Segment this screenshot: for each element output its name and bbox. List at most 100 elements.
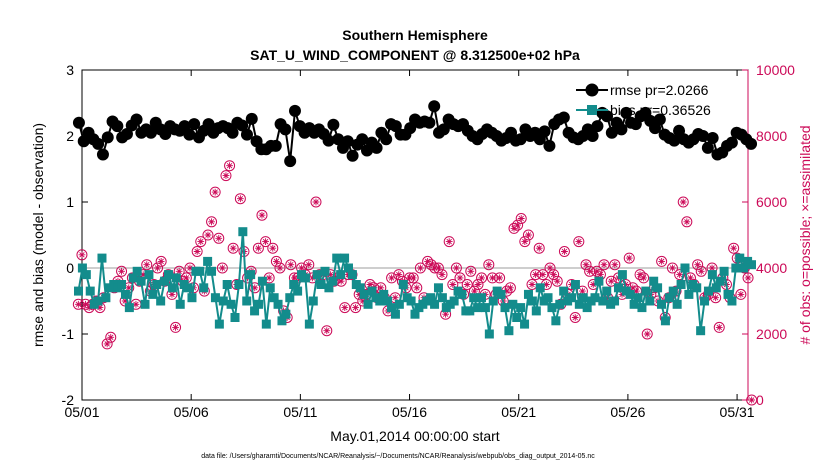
obs-possible-circle xyxy=(425,259,437,271)
bias-point xyxy=(285,293,295,303)
obs-assimilated-cross xyxy=(272,258,280,265)
obs-assimilated-cross xyxy=(323,327,331,335)
bias-point xyxy=(512,313,522,322)
obs-count-marker xyxy=(220,170,232,182)
rmse-point xyxy=(370,141,383,154)
rmse-point xyxy=(428,100,441,113)
bias-point xyxy=(308,296,318,306)
bias-point xyxy=(574,299,584,309)
obs-assimilated-cross xyxy=(186,264,194,272)
obs-count-marker xyxy=(116,265,128,277)
bias-point xyxy=(680,263,690,273)
obs-possible-circle xyxy=(533,242,545,254)
bias-point xyxy=(85,286,95,296)
x-tick-label: 05/06 xyxy=(174,404,209,420)
bias-point xyxy=(101,293,111,303)
obs-assimilated-cross xyxy=(579,287,586,295)
bias-point xyxy=(531,306,541,316)
obs-count-marker xyxy=(202,229,214,241)
obs-assimilated-cross xyxy=(204,231,212,239)
obs-count-marker xyxy=(569,312,581,323)
obs-assimilated-cross xyxy=(305,261,313,269)
y-tick-label: -1 xyxy=(62,326,75,342)
rmse-point xyxy=(605,126,618,139)
bias-point xyxy=(340,253,350,263)
obs-assimilated-cross xyxy=(287,261,295,269)
bias-point xyxy=(465,306,475,316)
obs-count-marker xyxy=(656,255,668,267)
obs-possible-circle xyxy=(101,338,113,350)
obs-assimilated-cross xyxy=(211,188,219,196)
bias-point xyxy=(700,296,710,306)
obs-possible-circle xyxy=(634,269,646,281)
obs-possible-circle xyxy=(256,209,268,221)
rmse-point xyxy=(706,131,719,144)
bias-point xyxy=(559,286,569,296)
obs-assimilated-cross xyxy=(589,281,597,288)
obs-assimilated-cross xyxy=(431,264,439,272)
obs-possible-circle xyxy=(454,272,466,284)
rmse-point xyxy=(380,133,393,146)
obs-count-marker xyxy=(519,236,531,248)
y2-tick-label: 6000 xyxy=(756,194,787,210)
bias-point xyxy=(660,316,670,326)
bias-point xyxy=(73,286,83,296)
obs-count-marker xyxy=(252,242,264,254)
bias-point xyxy=(117,280,127,289)
obs-count-marker xyxy=(623,252,635,264)
bias-point xyxy=(707,270,717,280)
bias-point xyxy=(261,319,271,329)
obs-assimilated-cross xyxy=(694,261,702,269)
obs-count-marker xyxy=(350,302,362,314)
obs-count-marker xyxy=(638,272,650,284)
obs-count-marker xyxy=(411,282,423,294)
rmse-point xyxy=(668,134,681,147)
bias-point xyxy=(527,296,537,306)
rmse-point xyxy=(346,149,359,162)
obs-count-marker xyxy=(450,262,462,274)
obs-assimilated-cross xyxy=(435,264,442,272)
obs-count-marker xyxy=(249,282,261,294)
obs-possible-circle xyxy=(641,328,653,340)
obs-assimilated-cross xyxy=(575,238,583,245)
rmse-point xyxy=(356,133,369,146)
bias-point xyxy=(703,286,713,296)
obs-possible-circle xyxy=(735,288,747,300)
y-tick-label: -2 xyxy=(62,392,75,408)
obs-assimilated-cross xyxy=(474,281,482,288)
rmse-point xyxy=(437,123,450,136)
obs-assimilated-cross xyxy=(168,291,176,298)
obs-assimilated-cross xyxy=(413,284,421,292)
obs-count-marker xyxy=(735,288,747,300)
bias-point xyxy=(426,293,436,303)
obs-possible-circle xyxy=(393,269,405,281)
bias-point xyxy=(187,293,197,303)
obs-possible-circle xyxy=(591,265,603,277)
obs-count-marker xyxy=(191,246,203,257)
obs-possible-circle xyxy=(465,265,477,277)
bias-point xyxy=(637,303,647,313)
obs-assimilated-cross xyxy=(597,271,604,278)
obs-possible-circle xyxy=(544,262,556,274)
obs-count-marker xyxy=(256,209,268,221)
obs-assimilated-cross xyxy=(355,291,363,298)
rmse-point xyxy=(236,119,249,132)
obs-count-marker xyxy=(224,160,236,172)
rmse-point xyxy=(144,126,157,139)
bias-point xyxy=(590,293,600,303)
obs-possible-circle xyxy=(249,282,261,294)
obs-assimilated-cross xyxy=(546,264,554,272)
bias-point xyxy=(175,299,185,309)
obs-count-marker xyxy=(152,262,164,274)
rmse-point xyxy=(341,135,354,148)
obs-count-marker xyxy=(141,259,153,271)
rmse-point xyxy=(697,130,710,142)
obs-possible-circle xyxy=(450,262,462,274)
legend-bias-label: bias pr=0.36526 xyxy=(610,102,711,118)
obs-possible-circle xyxy=(386,272,398,284)
rmse-point xyxy=(745,137,758,150)
obs-count-marker xyxy=(605,275,617,287)
y2-tick-label: 8000 xyxy=(756,128,787,144)
bias-point xyxy=(747,260,757,270)
obs-assimilated-cross xyxy=(388,274,395,282)
